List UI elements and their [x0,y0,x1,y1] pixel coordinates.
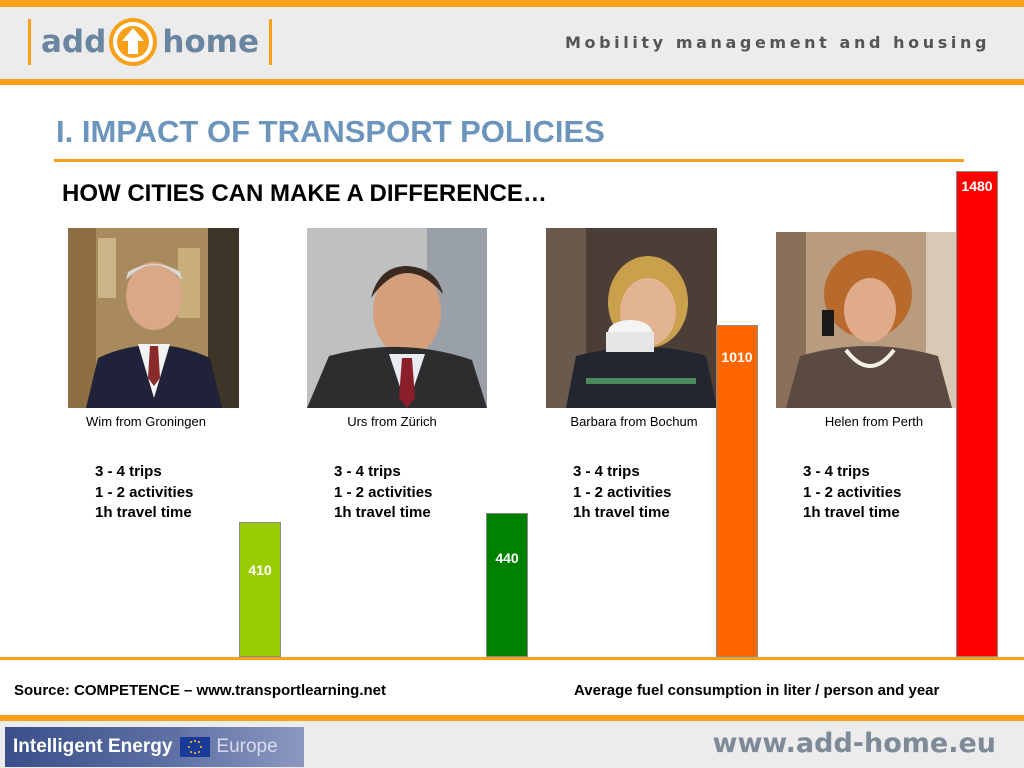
bar-value-label: 1480 [961,178,993,194]
bar-value-label: 440 [495,550,519,566]
website-url[interactable]: www.add-home.eu [712,728,996,759]
stat-activities: 1 - 2 activities [334,483,433,501]
photo-barbara [546,228,717,408]
bar-value-label: 410 [248,562,272,578]
caption-urs: Urs from Zürich [347,414,437,429]
stats-barbara: 3 - 4 trips 1 - 2 activities 1h travel t… [573,462,671,524]
stat-trips: 3 - 4 trips [95,463,162,480]
intelligent-energy-europe-logo: Intelligent Energy Europe [5,727,304,767]
add-home-logo: add home [28,14,273,70]
stat-activities: 1 - 2 activities [803,483,902,501]
header-bar [0,7,1024,79]
caption-wim: Wim from Groningen [86,414,206,429]
sponsor-sub-text: Europe [216,736,278,757]
photo-helen [776,232,956,408]
bar-1 [239,522,281,657]
stat-trips: 3 - 4 trips [573,463,640,480]
slide-title: I. IMPACT OF TRANSPORT POLICIES [56,114,605,149]
stat-travel-time: 1h travel time [95,504,192,521]
logo-word-add: add [41,24,107,60]
stats-helen: 3 - 4 trips 1 - 2 activities 1h travel t… [803,462,901,524]
bar-value-label: 1010 [721,349,753,365]
chart-baseline [0,657,1024,660]
stat-activities: 1 - 2 activities [95,483,194,501]
header-accent-stripe [0,79,1024,85]
logo-right-bar [269,19,273,65]
sponsor-main-text: Intelligent Energy [13,736,173,757]
source-note: Source: COMPETENCE – www.transportlearni… [14,682,386,699]
bar-2 [486,513,528,657]
logo-word-home: home [162,24,260,60]
stats-wim: 3 - 4 trips 1 - 2 activities 1h travel t… [95,462,193,524]
stat-activities: 1 - 2 activities [573,483,672,501]
stats-urs: 3 - 4 trips 1 - 2 activities 1h travel t… [334,462,432,524]
slide-subtitle: HOW CITIES CAN MAKE A DIFFERENCE… [62,180,547,207]
chart-unit-note: Average fuel consumption in liter / pers… [574,682,940,699]
bar-3 [716,325,758,657]
house-arrow-icon [109,18,158,66]
eu-flag-icon [180,737,211,757]
stat-travel-time: 1h travel time [573,504,670,521]
stat-trips: 3 - 4 trips [803,463,870,480]
caption-helen: Helen from Perth [824,414,924,429]
top-accent-stripe [0,0,1024,7]
caption-barbara: Barbara from Bochum [570,414,698,429]
bar-4 [956,171,998,657]
photo-wim [68,228,239,408]
title-underline [54,159,964,162]
stat-travel-time: 1h travel time [334,504,431,521]
photo-urs [307,228,487,408]
logo-left-bar [28,19,31,65]
header-tagline: Mobility management and housing [565,33,990,52]
stat-travel-time: 1h travel time [803,504,900,521]
footer-accent-stripe [0,715,1024,721]
stat-trips: 3 - 4 trips [334,463,401,480]
